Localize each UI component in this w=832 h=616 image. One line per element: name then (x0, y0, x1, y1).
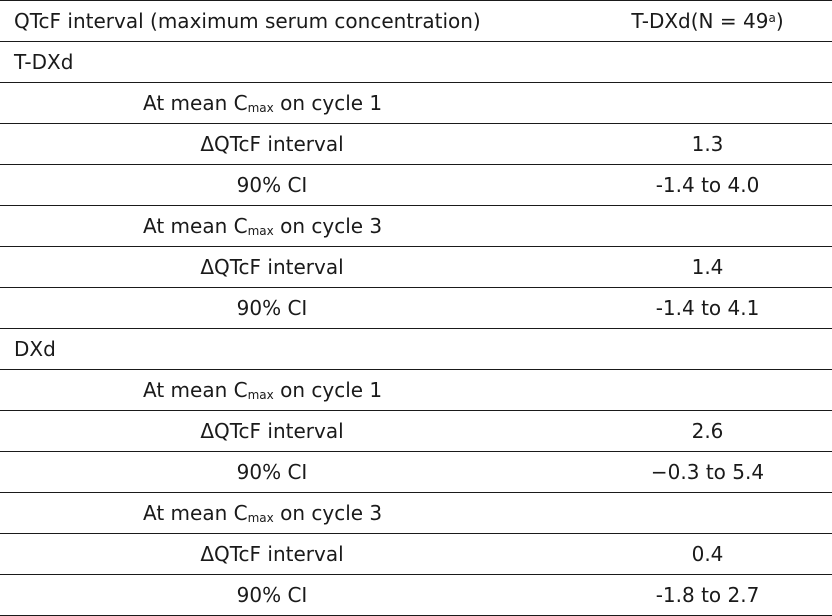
row-label-cell: ΔQTcF interval (0, 410, 583, 452)
table-row: ΔQTcF interval 1.3 (0, 123, 832, 165)
subgroup-row: At mean Cmax on cycle 1 (0, 82, 832, 124)
header-parameter: QTcF interval (maximum serum concentrati… (0, 0, 583, 42)
row-label-cell: 90% CI (0, 574, 583, 616)
subgroup-label-suffix: on cycle 3 (273, 214, 383, 238)
row-label: ΔQTcF interval (200, 255, 344, 279)
row-value: 1.3 (583, 123, 832, 165)
subgroup-label-suffix: on cycle 3 (273, 501, 383, 525)
subgroup-row: At mean Cmax on cycle 1 (0, 369, 832, 411)
row-label-cell: ΔQTcF interval (0, 533, 583, 575)
empty-cell (583, 369, 832, 411)
empty-cell (583, 492, 832, 534)
subgroup-label-sub: max (247, 388, 274, 402)
header-treatment: T-DXd(N = 49a) (583, 0, 832, 42)
group-row: T-DXd (0, 41, 832, 83)
empty-cell (583, 82, 832, 124)
row-label-cell: ΔQTcF interval (0, 246, 583, 288)
subgroup-label-prefix: At mean C (143, 501, 248, 525)
row-value: 2.6 (583, 410, 832, 452)
subgroup-label: At mean Cmax on cycle 1 (0, 82, 583, 124)
row-label: 90% CI (236, 173, 308, 197)
row-label: ΔQTcF interval (200, 132, 344, 156)
subgroup-row: At mean Cmax on cycle 3 (0, 492, 832, 534)
table-row: 90% CI -1.4 to 4.1 (0, 287, 832, 329)
subgroup-label-sub: max (247, 101, 274, 115)
empty-cell (583, 41, 832, 83)
subgroup-label: At mean Cmax on cycle 1 (0, 369, 583, 411)
subgroup-label-sub: max (247, 511, 274, 525)
subgroup-label: At mean Cmax on cycle 3 (0, 492, 583, 534)
subgroup-label-sub: max (247, 224, 274, 238)
row-value: −0.3 to 5.4 (583, 451, 832, 493)
subgroup-label-suffix: on cycle 1 (273, 378, 383, 402)
table-row: ΔQTcF interval 0.4 (0, 533, 832, 575)
header-row: QTcF interval (maximum serum concentrati… (0, 0, 832, 42)
row-value: -1.8 to 2.7 (583, 574, 832, 616)
footnote-marker: a (768, 11, 776, 25)
row-value: -1.4 to 4.1 (583, 287, 832, 329)
empty-cell (583, 205, 832, 247)
row-label: ΔQTcF interval (200, 542, 344, 566)
subgroup-label-suffix: on cycle 1 (273, 91, 383, 115)
group-row: DXd (0, 328, 832, 370)
row-label: 90% CI (236, 460, 308, 484)
subgroup-row: At mean Cmax on cycle 3 (0, 205, 832, 247)
row-label: 90% CI (236, 296, 308, 320)
row-label-cell: ΔQTcF interval (0, 123, 583, 165)
subgroup-label-prefix: At mean C (143, 378, 248, 402)
row-value: 0.4 (583, 533, 832, 575)
row-value: 1.4 (583, 246, 832, 288)
header-treatment-close: ) (775, 9, 784, 33)
table-row: 90% CI -1.4 to 4.0 (0, 164, 832, 206)
empty-cell (583, 328, 832, 370)
subgroup-label: At mean Cmax on cycle 3 (0, 205, 583, 247)
table-row: 90% CI −0.3 to 5.4 (0, 451, 832, 493)
group-label: DXd (0, 328, 583, 370)
group-label: T-DXd (0, 41, 583, 83)
table-row: ΔQTcF interval 1.4 (0, 246, 832, 288)
row-label: 90% CI (236, 583, 308, 607)
row-value: -1.4 to 4.0 (583, 164, 832, 206)
subgroup-label-prefix: At mean C (143, 214, 248, 238)
row-label-cell: 90% CI (0, 451, 583, 493)
row-label-cell: 90% CI (0, 164, 583, 206)
table-row: 90% CI -1.8 to 2.7 (0, 574, 832, 616)
subgroup-label-prefix: At mean C (143, 91, 248, 115)
row-label: ΔQTcF interval (200, 419, 344, 443)
table-row: ΔQTcF interval 2.6 (0, 410, 832, 452)
row-label-cell: 90% CI (0, 287, 583, 329)
header-treatment-text: T-DXd(N = 49 (631, 9, 769, 33)
